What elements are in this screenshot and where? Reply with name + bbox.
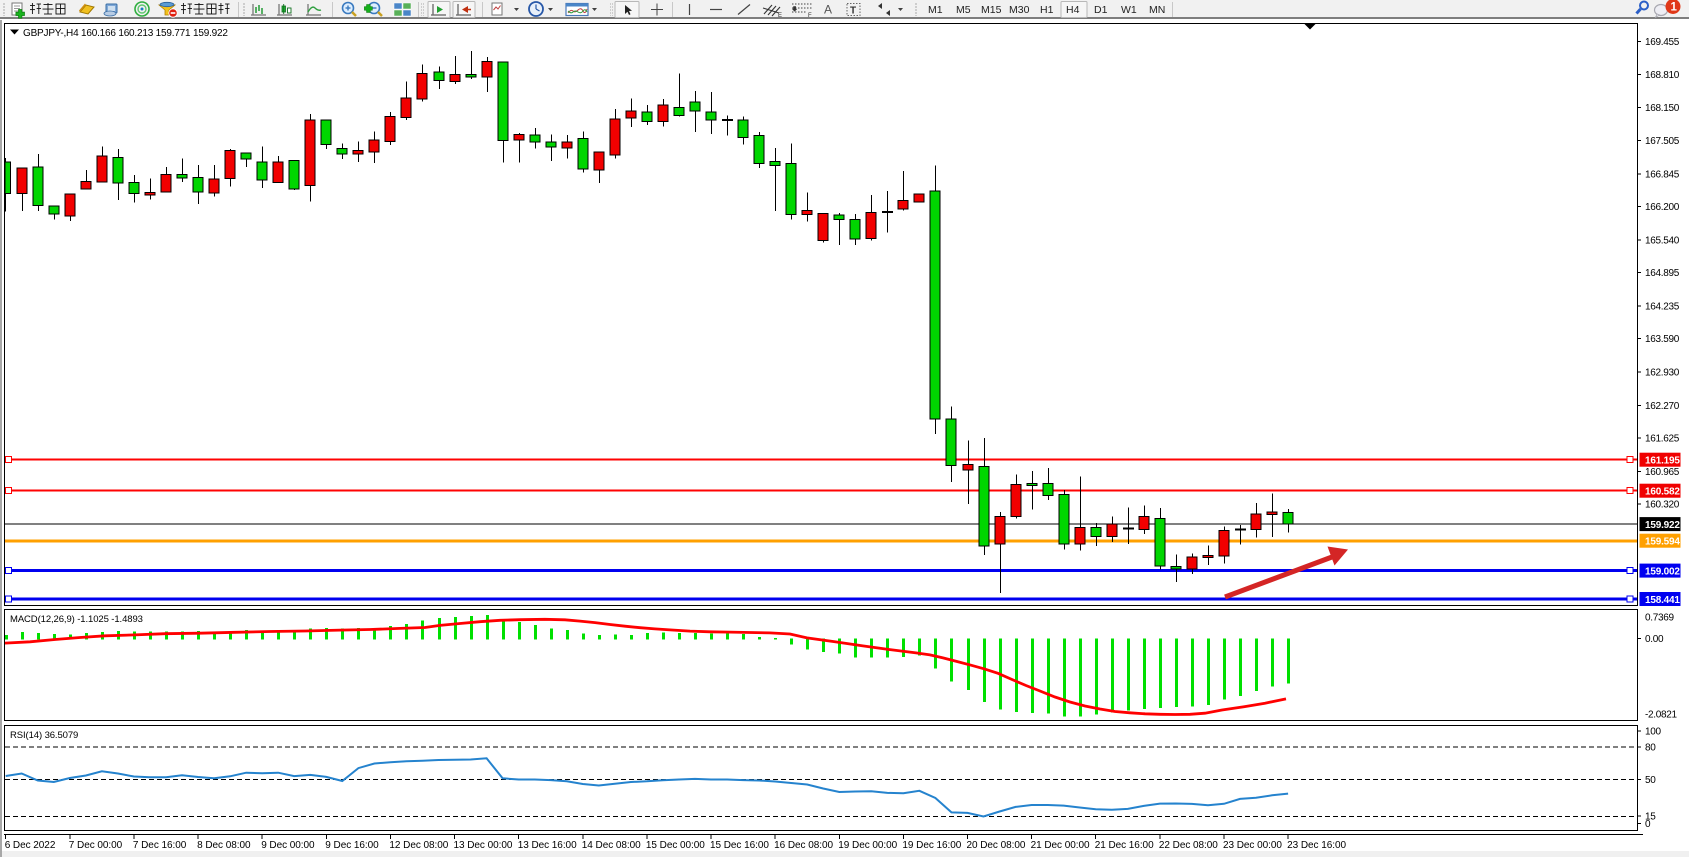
svg-text:0.7369: 0.7369 <box>1645 613 1675 624</box>
svg-text:160.582: 160.582 <box>1645 487 1680 498</box>
svg-text:13 Dec 16:00: 13 Dec 16:00 <box>518 840 577 851</box>
svg-text:80: 80 <box>1645 743 1656 754</box>
svg-text:168.810: 168.810 <box>1645 70 1680 81</box>
svg-text:D1: D1 <box>1094 4 1108 16</box>
svg-text:7 Dec 16:00: 7 Dec 16:00 <box>133 840 187 851</box>
svg-text:13 Dec 00:00: 13 Dec 00:00 <box>454 840 513 851</box>
svg-text:0.00: 0.00 <box>1645 634 1664 645</box>
svg-text:19 Dec 16:00: 19 Dec 16:00 <box>902 840 961 851</box>
svg-text:14 Dec 08:00: 14 Dec 08:00 <box>582 840 641 851</box>
svg-text:M30: M30 <box>1009 4 1030 16</box>
svg-text:100: 100 <box>1645 727 1662 738</box>
svg-text:160.320: 160.320 <box>1645 499 1680 510</box>
svg-text:160.965: 160.965 <box>1645 467 1680 478</box>
svg-text:21 Dec 00:00: 21 Dec 00:00 <box>1031 840 1090 851</box>
svg-text:GBPJPY-,H4 160.166 160.213 15: GBPJPY-,H4 160.166 160.213 159.771 159.9… <box>23 28 228 39</box>
svg-text:6 Dec 2022: 6 Dec 2022 <box>5 840 56 851</box>
svg-text:7 Dec 00:00: 7 Dec 00:00 <box>69 840 123 851</box>
svg-text:159.002: 159.002 <box>1645 566 1680 577</box>
svg-text:15: 15 <box>1645 812 1656 823</box>
svg-text:20 Dec 08:00: 20 Dec 08:00 <box>967 840 1026 851</box>
svg-text:W1: W1 <box>1121 4 1137 16</box>
svg-text:50: 50 <box>1645 775 1656 786</box>
svg-text:12 Dec 08:00: 12 Dec 08:00 <box>389 840 448 851</box>
svg-text:8 Dec 08:00: 8 Dec 08:00 <box>197 840 251 851</box>
svg-text:21 Dec 16:00: 21 Dec 16:00 <box>1095 840 1154 851</box>
svg-text:15 Dec 00:00: 15 Dec 00:00 <box>646 840 705 851</box>
svg-text:H4: H4 <box>1066 4 1080 16</box>
svg-text:162.270: 162.270 <box>1645 401 1680 412</box>
svg-text:MACD(12,26,9) -1.1025 -1.4893: MACD(12,26,9) -1.1025 -1.4893 <box>10 614 143 625</box>
svg-text:16 Dec 08:00: 16 Dec 08:00 <box>774 840 833 851</box>
svg-text:-2.0821: -2.0821 <box>1645 709 1678 720</box>
svg-text:F: F <box>808 13 812 19</box>
svg-text:159.922: 159.922 <box>1645 520 1680 531</box>
svg-text:E: E <box>778 13 782 19</box>
svg-text:161.625: 161.625 <box>1645 433 1680 444</box>
svg-text:M5: M5 <box>956 4 971 16</box>
svg-text:167.505: 167.505 <box>1645 136 1680 147</box>
svg-text:166.200: 166.200 <box>1645 202 1680 213</box>
svg-text:9 Dec 00:00: 9 Dec 00:00 <box>261 840 315 851</box>
svg-text:168.150: 168.150 <box>1645 103 1680 114</box>
svg-text:H1: H1 <box>1040 4 1054 16</box>
svg-text:164.895: 164.895 <box>1645 268 1680 279</box>
svg-text:RSI(14) 36.5079: RSI(14) 36.5079 <box>10 730 78 741</box>
svg-text:23 Dec 16:00: 23 Dec 16:00 <box>1287 840 1346 851</box>
svg-text:15 Dec 16:00: 15 Dec 16:00 <box>710 840 769 851</box>
svg-text:T: T <box>850 6 856 17</box>
svg-text:161.195: 161.195 <box>1645 456 1680 467</box>
svg-text:9 Dec 16:00: 9 Dec 16:00 <box>325 840 379 851</box>
svg-text:19 Dec 00:00: 19 Dec 00:00 <box>838 840 897 851</box>
svg-text:MN: MN <box>1149 4 1165 16</box>
svg-text:22 Dec 08:00: 22 Dec 08:00 <box>1159 840 1218 851</box>
svg-text:165.540: 165.540 <box>1645 235 1680 246</box>
svg-text:A: A <box>824 3 832 17</box>
svg-text:1: 1 <box>1671 2 1678 14</box>
svg-text:M1: M1 <box>928 4 943 16</box>
svg-text:M15: M15 <box>981 4 1002 16</box>
svg-text:162.930: 162.930 <box>1645 367 1680 378</box>
svg-text:163.590: 163.590 <box>1645 334 1680 345</box>
svg-text:166.845: 166.845 <box>1645 169 1680 180</box>
svg-text:23 Dec 00:00: 23 Dec 00:00 <box>1223 840 1282 851</box>
svg-text:158.441: 158.441 <box>1645 595 1680 606</box>
svg-text:159.594: 159.594 <box>1645 537 1680 548</box>
svg-text:0: 0 <box>1645 819 1651 830</box>
svg-text:164.235: 164.235 <box>1645 301 1680 312</box>
svg-text:169.455: 169.455 <box>1645 37 1680 48</box>
